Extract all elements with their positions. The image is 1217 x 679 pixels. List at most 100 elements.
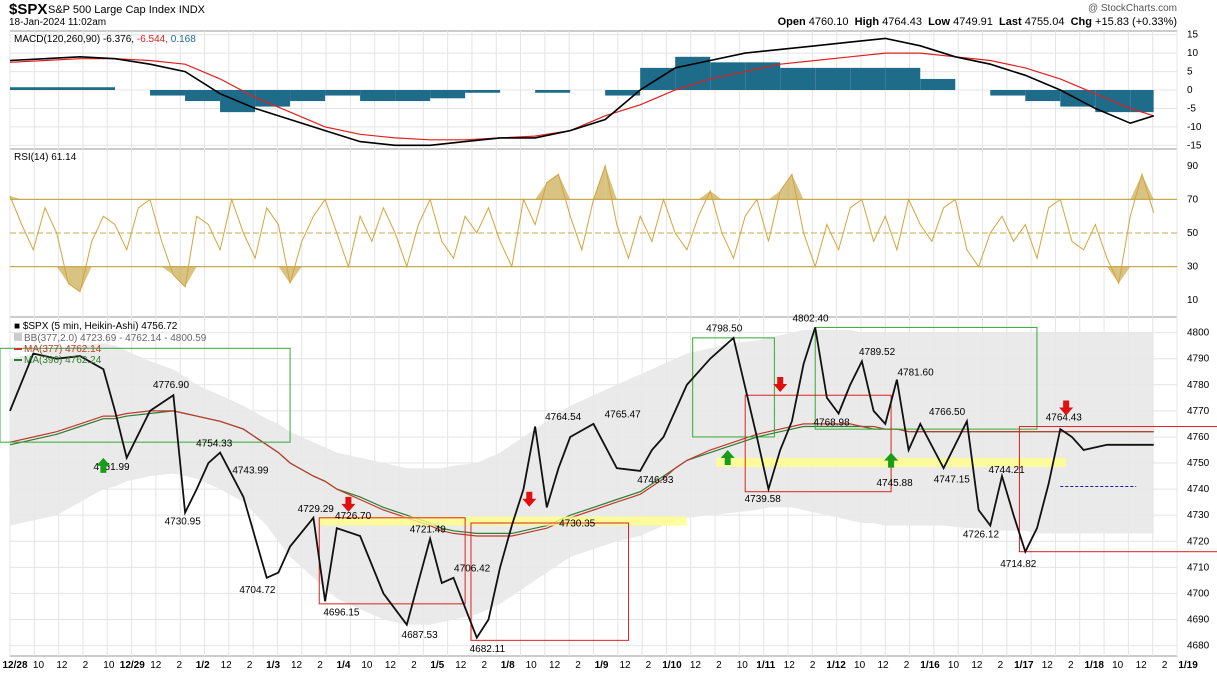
rsi-overbought-fill — [10, 196, 22, 200]
x-axis-tick: 1/11 — [756, 660, 775, 671]
low-label: Low — [928, 16, 951, 28]
last-value: 4755.04 — [1024, 16, 1065, 28]
macd-histogram-bar — [150, 90, 186, 96]
index-name: S&P 500 Large Cap Index INDX — [48, 4, 205, 16]
price-y-tick: 4760 — [1187, 432, 1210, 443]
price-annotation: 4730.35 — [559, 518, 596, 529]
macd-signal-line — [9, 52, 1154, 141]
x-axis-tick: 10 — [948, 660, 960, 671]
macd-y-tick: 0 — [1187, 85, 1193, 96]
x-axis-tick: 12 — [690, 660, 702, 671]
macd-histogram-bar — [710, 62, 746, 90]
x-axis-tick: 2 — [646, 660, 652, 671]
price-annotation: 4726.12 — [963, 529, 1000, 540]
macd-histogram-bar — [535, 90, 571, 93]
price-annotation: 4789.52 — [859, 347, 896, 358]
macd-histogram-bar — [325, 90, 361, 96]
macd-histogram-bar — [605, 90, 641, 96]
x-axis-tick: 2 — [1068, 660, 1074, 671]
price-y-tick: 4750 — [1187, 458, 1210, 469]
macd-histogram-bar — [360, 90, 396, 102]
rsi-overbought-fill — [546, 174, 559, 200]
price-annotation: 4802.40 — [792, 313, 829, 324]
rsi-oversold-fill — [1118, 266, 1131, 284]
macd-histogram-bar — [1025, 90, 1061, 102]
macd-line — [9, 37, 1154, 147]
ma377-line — [9, 410, 1154, 537]
x-axis-tick: 12 — [549, 660, 561, 671]
rsi-oversold-fill — [290, 266, 302, 284]
rsi-oversold-fill — [68, 266, 81, 292]
x-axis-tick: 10 — [737, 660, 749, 671]
x-axis-tick: 2 — [810, 660, 816, 671]
rsi-y-tick: 10 — [1187, 295, 1199, 306]
watermark: @ StockCharts.com — [1087, 3, 1177, 14]
exchange-text: INDX — [178, 4, 205, 16]
x-axis-tick: 1/5 — [430, 660, 444, 671]
resistance-highlight — [319, 516, 687, 526]
pattern-box — [0, 347, 291, 443]
macd-histogram-bar — [185, 90, 221, 102]
macd-histogram-bar — [395, 90, 431, 102]
macd-y-tick: 5 — [1187, 67, 1193, 78]
x-axis-tick: 12 — [56, 660, 68, 671]
macd-histogram-bar — [45, 87, 81, 90]
x-axis-tick: 1/3 — [266, 660, 280, 671]
rsi-overbought-fill — [710, 191, 722, 200]
x-axis-tick: 1/12 — [826, 660, 846, 671]
pattern-box — [744, 394, 892, 493]
macd-y-tick: 10 — [1187, 48, 1199, 59]
macd-histogram-bar — [745, 62, 781, 90]
rsi-overbought-fill — [1141, 174, 1154, 200]
price-annotation: 4714.82 — [1000, 559, 1037, 570]
macd-legend-part: 0.168 — [171, 34, 196, 45]
price-annotation: 4687.53 — [402, 630, 439, 641]
x-axis-tick: 12 — [1042, 660, 1054, 671]
x-axis-tick: 1/17 — [1014, 660, 1034, 671]
macd-histogram-bar — [465, 90, 501, 93]
macd-histogram-bar — [780, 67, 816, 90]
x-axis-tick: 12 — [221, 660, 233, 671]
rsi-overbought-fill — [1130, 174, 1142, 200]
price-y-tick: 4730 — [1187, 510, 1210, 521]
chg-value: +15.83 (+0.33%) — [1095, 16, 1177, 28]
rsi-oversold-fill — [80, 266, 92, 292]
price-annotation: 4764.43 — [1046, 412, 1083, 423]
price-annotation: 4739.58 — [745, 494, 782, 505]
x-axis-tick: 10 — [1112, 660, 1124, 671]
x-axis-tick: 1/8 — [501, 660, 515, 671]
bb-legend-swatch — [14, 333, 22, 341]
pattern-box — [1018, 426, 1217, 553]
high-value: 4764.43 — [882, 16, 922, 28]
rsi-y-tick: 90 — [1187, 161, 1199, 172]
price-line — [9, 327, 1154, 640]
name-text: S&P 500 Large Cap Index — [48, 4, 176, 16]
macd-histogram-bar — [255, 90, 291, 107]
price-annotation: 4730.95 — [165, 517, 202, 528]
price-y-tick: 4790 — [1187, 354, 1210, 365]
bollinger-band — [10, 330, 1154, 625]
price-y-tick: 4680 — [1187, 641, 1210, 652]
price-annotation: 4743.99 — [232, 466, 269, 477]
low-value: 4749.91 — [953, 16, 993, 28]
price-annotation: 4747.15 — [934, 474, 971, 485]
x-axis-tick: 10 — [33, 660, 45, 671]
chart-header: $SPX S&P 500 Large Cap Index INDX 18-Jan… — [0, 0, 1217, 30]
sell-arrow — [773, 376, 788, 392]
macd-legend-part: -6.376, — [103, 34, 137, 45]
macd-histogram-bar — [850, 67, 886, 90]
x-axis-tick: 2 — [998, 660, 1004, 671]
rsi-legend: RSI(14) 61.14 — [14, 152, 77, 163]
rsi-overbought-fill — [768, 191, 781, 200]
x-axis-tick: 2 — [247, 660, 253, 671]
rsi-overbought-fill — [558, 174, 571, 200]
macd-histogram-bar — [815, 67, 851, 90]
pattern-box — [814, 326, 1038, 430]
x-axis-tick: 2 — [317, 660, 323, 671]
high-label: High — [854, 16, 880, 28]
x-axis-tick: 12 — [291, 660, 303, 671]
price-y-tick: 4690 — [1187, 614, 1210, 625]
macd-legend-part: MACD(120,260,90) — [14, 34, 103, 45]
rsi-line — [9, 163, 1155, 293]
